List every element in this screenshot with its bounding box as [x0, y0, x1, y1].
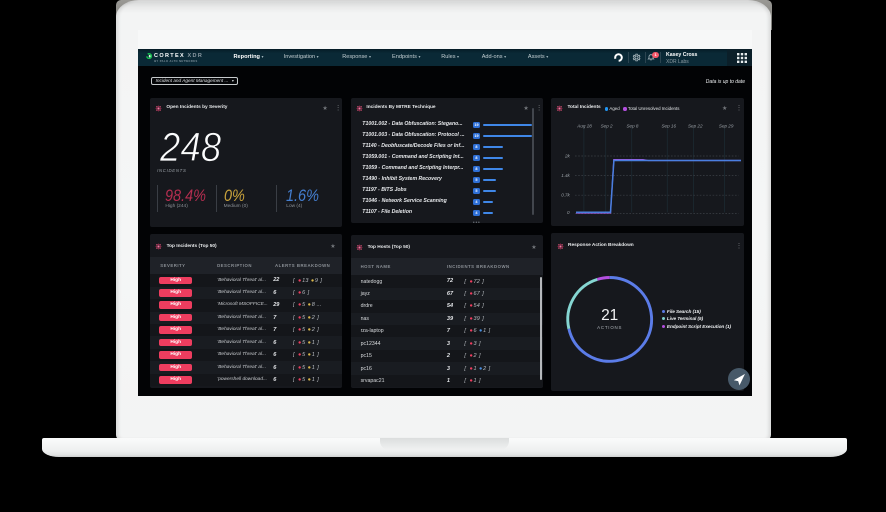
- svg-text:0.7k: 0.7k: [561, 192, 570, 197]
- svg-text:Sep 16: Sep 16: [661, 124, 676, 129]
- svg-text:Aug 28: Aug 28: [576, 124, 592, 129]
- svg-text:Sep 8: Sep 8: [626, 124, 638, 129]
- svg-text:0: 0: [567, 210, 570, 215]
- svg-text:1.4k: 1.4k: [561, 173, 570, 178]
- svg-text:Sep 2: Sep 2: [601, 124, 613, 129]
- svg-text:2k: 2k: [564, 153, 571, 158]
- svg-text:Sep 29: Sep 29: [719, 124, 734, 129]
- svg-text:Sep 22: Sep 22: [688, 124, 703, 129]
